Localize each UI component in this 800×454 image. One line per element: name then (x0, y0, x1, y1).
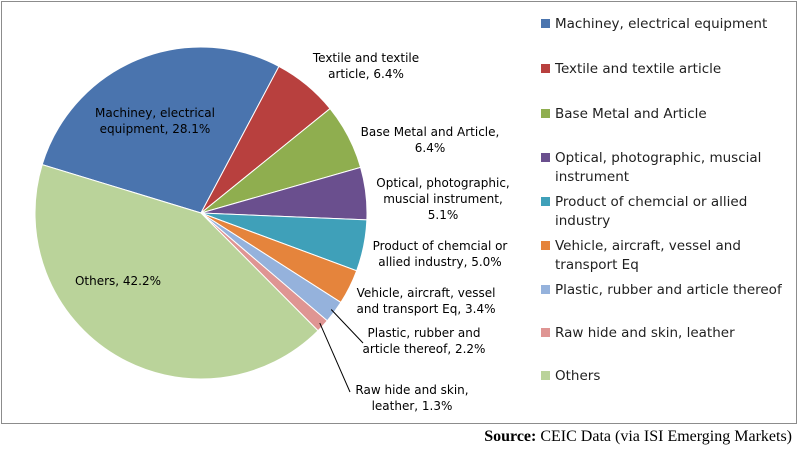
pie-slices (34, 46, 368, 380)
data-label-plastic-rubber-and-article-thereof: Plastic, rubber and article thereof, 2.2% (363, 326, 486, 356)
data-label-machiney-electrical-equipment: Machiney, electrical equipment, 28.1% (95, 106, 215, 136)
data-label-vehicle-aircraft-vessel-and-transport-eq: Vehicle, aircraft, vessel and transport E… (357, 286, 496, 316)
legend-swatch-base-metal-and-article (541, 109, 550, 118)
legend-swatch-others (541, 371, 550, 380)
legend-label-raw-hide-and-skin-leather: Raw hide and skin, leather (555, 325, 735, 341)
legend-label-base-metal-and-article: Base Metal and Article (555, 106, 707, 122)
data-label-textile-and-textile-article: Textile and textile article, 6.4% (312, 51, 419, 81)
source-label: Source: (484, 428, 537, 445)
leader-line-plastic-rubber-and-article-thereof (330, 309, 364, 344)
data-label-optical-photographic-muscial-instrument: Optical, photographic, muscial instrument… (376, 176, 510, 222)
legend-swatch-plastic-rubber-and-article-thereof (541, 285, 550, 294)
legend-swatch-textile-and-textile-article (541, 64, 550, 73)
legend-label-product-of-chemcial-or-allied-industry: Product of chemcial or allied industry (555, 194, 747, 229)
pie-slice-others (34, 164, 319, 380)
data-labels: Machiney, electrical equipment, 28.1% Text… (75, 51, 510, 413)
legend-swatch-machiney-electrical-equipment (541, 19, 550, 28)
legend-swatch-optical-photographic-muscial-instrument (541, 153, 550, 162)
pie-slice-machiney-electrical-equipment (41, 46, 280, 214)
legend-swatch-product-of-chemcial-or-allied-industry (541, 197, 550, 206)
data-label-raw-hide-and-skin-leather: Raw hide and skin, leather, 1.3% (355, 383, 468, 413)
legend-label-vehicle-aircraft-vessel-and-transport-eq: Vehicle, aircraft, vessel and transport E… (555, 238, 741, 273)
legend: Machiney, electrical equipment Textile an… (541, 16, 783, 384)
legend-label-others: Others (555, 368, 600, 384)
legend-swatch-vehicle-aircraft-vessel-and-transport-eq (541, 241, 550, 250)
legend-label-plastic-rubber-and-article-thereof: Plastic, rubber and article thereof (555, 282, 783, 298)
legend-swatch-raw-hide-and-skin-leather (541, 328, 550, 337)
legend-label-machiney-electrical-equipment: Machiney, electrical equipment (555, 16, 767, 32)
legend-label-textile-and-textile-article: Textile and textile article (554, 61, 721, 77)
legend-label-optical-photographic-muscial-instrument: Optical, photographic, muscial instrument (555, 150, 761, 185)
source-note: Source: CEIC Data (via ISI Emerging Mark… (484, 428, 792, 446)
data-label-base-metal-and-article: Base Metal and Article, 6.4% (361, 125, 500, 155)
data-label-product-of-chemcial-or-allied-industry: Product of chemcial or allied industry, 5… (373, 239, 508, 269)
leader-line-raw-hide-and-skin-leather (319, 322, 351, 393)
data-label-others: Others, 42.2% (75, 274, 161, 288)
source-text: CEIC Data (via ISI Emerging Markets) (540, 428, 792, 445)
